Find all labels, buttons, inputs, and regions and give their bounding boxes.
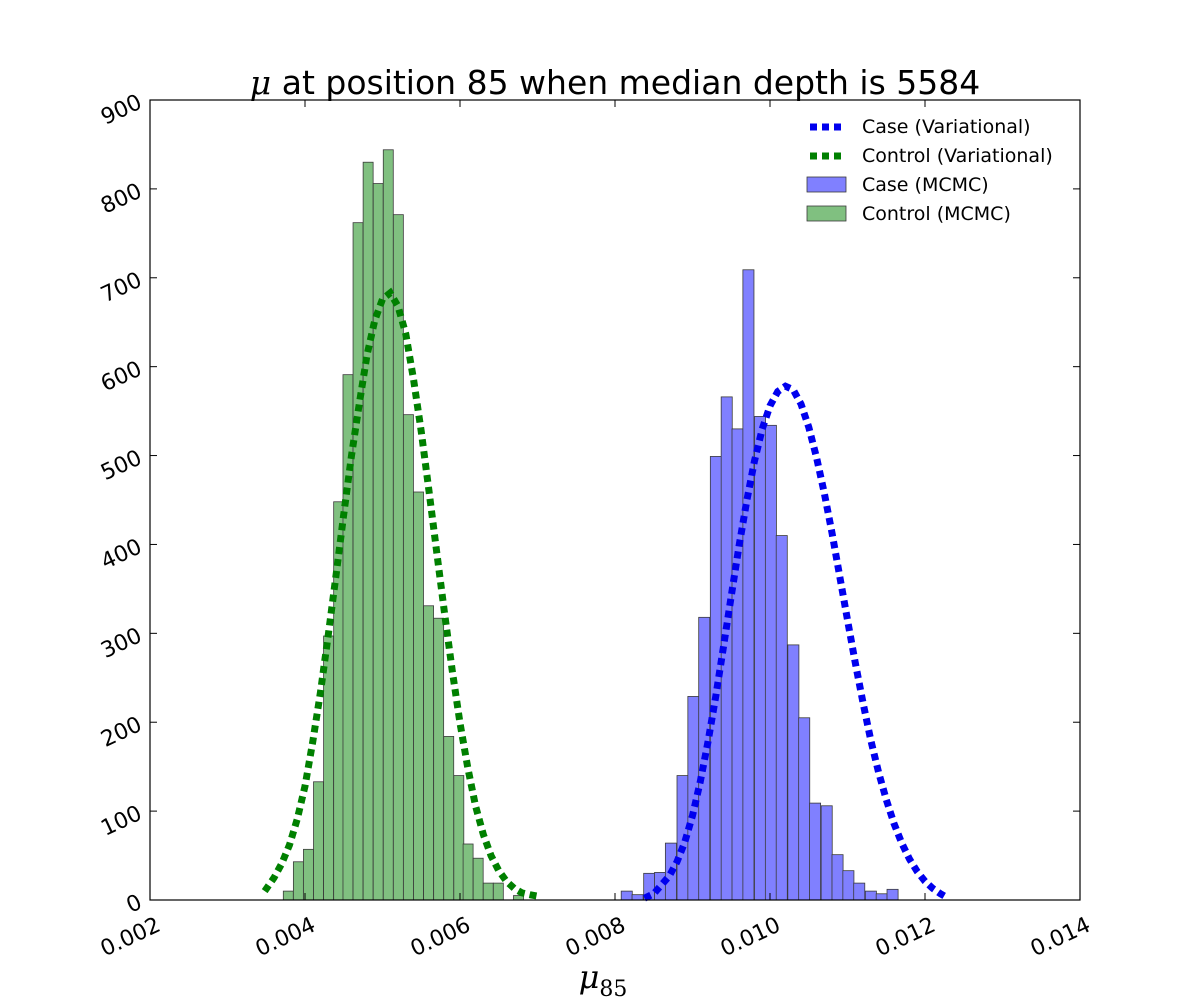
case-bar	[853, 882, 866, 901]
legend-label: Case (Variational)	[862, 116, 1031, 138]
case-bar	[687, 696, 700, 901]
case-bar	[798, 717, 811, 901]
case-bar	[886, 888, 899, 901]
control-bar	[323, 635, 335, 901]
control-bar	[472, 857, 484, 901]
case-bar	[831, 854, 844, 901]
title-symbol: μ	[250, 63, 271, 102]
case-bar	[787, 644, 800, 901]
control-bar	[423, 605, 434, 901]
case-bar	[742, 269, 755, 901]
case-variational-curve	[642, 382, 947, 902]
legend-label: Control (Variational)	[862, 145, 1053, 167]
case-bar	[864, 890, 877, 901]
case-bar	[764, 424, 777, 901]
control-bar	[453, 775, 465, 901]
case-bar	[875, 893, 888, 901]
control-bar	[382, 149, 394, 901]
case-bar	[754, 416, 766, 901]
case-bar	[709, 456, 722, 901]
control-bar	[352, 222, 364, 901]
x-axis-label: μ85	[579, 958, 628, 1000]
control-bar	[313, 781, 324, 901]
control-bar	[303, 848, 314, 901]
x-axis-label-symbol: μ	[579, 958, 600, 996]
control-bar	[372, 183, 384, 901]
case-bar	[842, 870, 855, 901]
axis-ticks	[149, 99, 1081, 901]
control-bar	[292, 861, 304, 901]
title-text: at position 85 when median depth is 5584	[282, 63, 981, 102]
control-bar	[362, 161, 374, 901]
x-axis-label-subscript: 85	[599, 977, 627, 1000]
control-bar	[392, 214, 404, 901]
case-bar	[631, 894, 644, 901]
case-bar	[809, 802, 822, 901]
control-bar	[482, 882, 494, 901]
legend: Case (Variational) Control (Variational) C…	[806, 116, 1053, 225]
legend-patch-swatch	[806, 176, 847, 193]
control-bar	[413, 491, 424, 901]
case-bar	[820, 805, 833, 901]
control-variational-curve	[261, 287, 540, 900]
control-bar	[462, 843, 474, 901]
control-bar	[403, 414, 414, 901]
case-bar	[620, 890, 633, 901]
legend-label: Control (MCMC)	[862, 203, 1011, 225]
chart-title: μ at position 85 when median depth is 55…	[250, 63, 980, 102]
case-bar	[775, 535, 788, 901]
control-bar	[443, 736, 455, 901]
control-bar	[282, 890, 294, 901]
variational-curves	[261, 287, 947, 902]
control-bar	[433, 617, 445, 901]
control-bar	[492, 882, 504, 901]
legend-label: Case (MCMC)	[862, 174, 989, 196]
case-bar	[731, 428, 744, 901]
legend-patch-swatch	[806, 205, 847, 222]
